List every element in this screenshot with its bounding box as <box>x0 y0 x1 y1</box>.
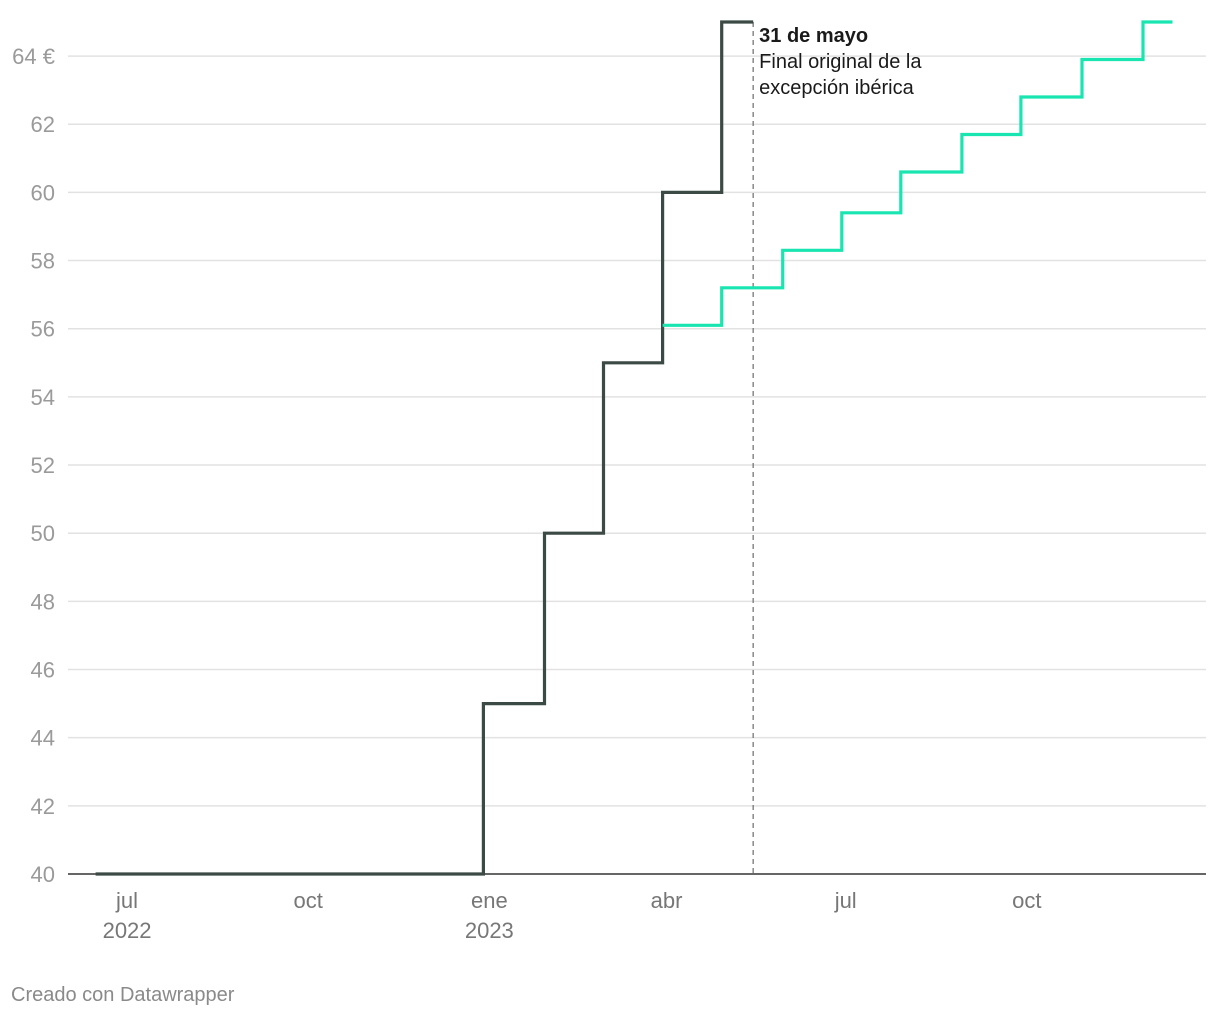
y-tick-label: 42 <box>31 794 55 819</box>
y-tick-label: 50 <box>31 521 55 546</box>
x-tick-label: oct <box>1012 888 1041 913</box>
y-axis-ticks: 40 42 44 46 48 50 52 54 56 58 60 62 64 € <box>12 44 55 887</box>
x-tick-label: oct <box>294 888 323 913</box>
x-tick-year-label: 2022 <box>103 918 152 943</box>
y-tick-label: 60 <box>31 180 55 205</box>
y-tick-label: 64 € <box>12 44 55 69</box>
y-tick-label: 56 <box>31 317 55 342</box>
x-tick-year-label: 2023 <box>465 918 514 943</box>
series-line-2 <box>662 20 1173 327</box>
x-tick-label: ene <box>471 888 508 913</box>
y-tick-label: 62 <box>31 112 55 137</box>
y-tick-label: 58 <box>31 249 55 274</box>
y-tick-label: 48 <box>31 589 55 614</box>
x-tick-label: jul <box>115 888 138 913</box>
gridlines <box>68 55 1206 875</box>
y-tick-label: 44 <box>31 726 55 751</box>
annotation-text-line-2: excepción ibérica <box>759 77 914 99</box>
annotation-text-line-1: Final original de la <box>759 51 922 73</box>
annotation-title: 31 de mayo <box>759 25 868 47</box>
y-tick-label: 54 <box>31 385 55 410</box>
x-tick-label: abr <box>651 888 683 913</box>
x-tick-label: jul <box>834 888 857 913</box>
y-tick-label: 52 <box>31 453 55 478</box>
x-axis-ticks: jul 2022 oct ene 2023 abr jul oct <box>103 888 1042 943</box>
credit-text: Creado con Datawrapper <box>11 984 235 1006</box>
series-lines <box>95 20 1173 876</box>
annotation: 31 de mayo Final original de la excepció… <box>752 22 922 874</box>
y-tick-label: 46 <box>31 658 55 683</box>
series-line-1 <box>95 20 754 876</box>
y-tick-label: 40 <box>31 862 55 887</box>
